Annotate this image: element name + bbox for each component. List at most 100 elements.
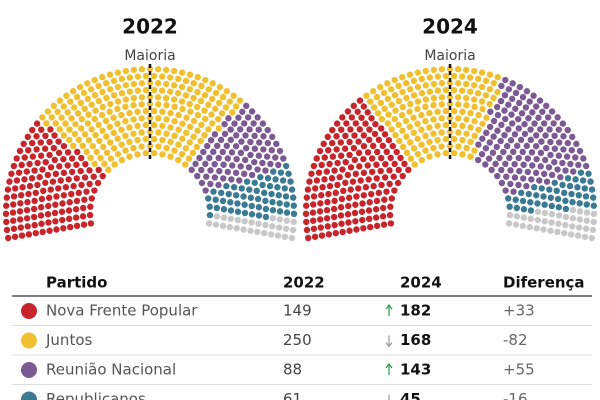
seat [234,208,242,215]
seat [201,131,208,139]
seat [533,155,540,163]
majority-label: Maioria [124,48,175,64]
seat [450,149,458,157]
seat [248,202,255,210]
seat [492,160,499,168]
seat [105,166,112,174]
seat [110,114,117,121]
trend-arrow-head [385,304,393,310]
seat [532,192,540,199]
seat [26,160,33,168]
seat [360,103,368,110]
seat [197,137,204,145]
seat [360,225,367,232]
seat [438,80,446,87]
seat [538,138,545,145]
seat [159,108,166,115]
seat [388,195,395,202]
seat [216,167,223,175]
seat [60,192,68,199]
seat [385,137,393,144]
seat [513,213,521,220]
seat [134,108,141,115]
table-header: Diferença [503,274,585,292]
seat [519,148,526,156]
seat [321,176,328,183]
seat [501,131,508,139]
seat [471,147,478,154]
seat [276,216,284,223]
seat [520,206,528,213]
seat [219,93,227,101]
seat [95,97,103,105]
seat [260,146,267,153]
seat [316,216,324,223]
seat [171,147,178,154]
seat [418,141,425,148]
seat [555,152,563,159]
seat [23,215,31,222]
seat [221,120,228,128]
seat [196,154,203,162]
seat [387,203,394,210]
seat [450,86,458,94]
seat [10,217,17,224]
seat [575,192,582,199]
seat [234,216,241,224]
seat [239,108,246,115]
seat [251,179,258,186]
seat [475,111,482,119]
seat [399,88,406,96]
seat [490,133,497,140]
seat [501,107,508,114]
seat [430,102,437,109]
seat [330,205,338,213]
seat [69,88,77,95]
party-swatch [21,303,37,319]
seat [114,83,122,91]
seat [223,88,231,95]
seat [48,114,56,121]
seat [467,138,474,146]
seat [548,171,556,179]
seat [266,182,274,190]
seat [478,83,486,91]
seat [347,186,354,193]
seat [171,67,178,75]
seat [77,99,85,107]
seat [375,189,382,197]
seat [525,115,532,122]
seat [442,135,450,143]
seat [53,193,60,200]
seat [288,186,296,193]
seat [218,110,226,117]
seat [329,126,336,134]
seat [126,124,133,131]
seat [242,156,249,164]
seat [110,129,117,137]
seat [506,203,513,210]
seat [202,76,209,84]
seat [60,142,68,150]
seat [406,123,414,131]
seat [316,147,324,155]
seat [345,194,353,201]
seat [403,149,411,156]
trend-arrow-head [385,363,393,369]
seat [289,194,297,201]
seat [391,115,398,123]
seat [554,195,562,203]
seat [387,86,395,93]
seat [194,172,201,180]
seat [227,215,234,223]
seat [401,160,408,168]
seat [58,208,66,215]
seat [107,155,115,162]
seat [414,83,422,91]
seat [581,185,588,192]
seat [411,161,418,168]
seat [50,144,58,152]
seat [240,193,247,200]
seat [179,135,186,142]
